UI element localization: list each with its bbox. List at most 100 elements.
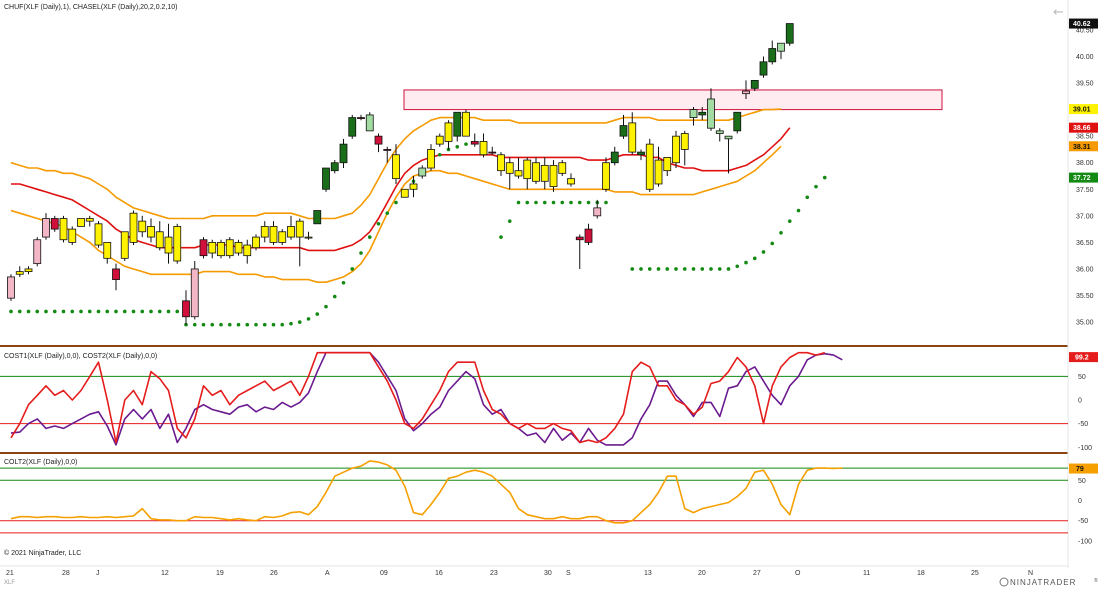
stop-dot bbox=[735, 264, 740, 269]
cost-tick-label: 50 bbox=[1078, 374, 1086, 381]
candle-body bbox=[435, 135, 444, 145]
candle-body bbox=[77, 218, 85, 227]
stop-dot bbox=[682, 267, 687, 271]
candle-body bbox=[724, 135, 733, 140]
candle-body bbox=[260, 226, 269, 238]
candle-body bbox=[654, 159, 663, 185]
stop-dot bbox=[122, 309, 127, 314]
stop-dot bbox=[35, 309, 40, 314]
stop-dot bbox=[236, 322, 241, 327]
candle-body bbox=[488, 151, 497, 154]
cost-tick-label: -50 bbox=[1078, 421, 1088, 428]
candle-body bbox=[295, 220, 304, 238]
stop-dot bbox=[464, 142, 468, 146]
candle-body bbox=[94, 223, 103, 246]
price-badge-lower: 38.31 bbox=[1073, 144, 1091, 151]
price-tick-label: 37.50 bbox=[1076, 187, 1094, 194]
price-tick-label: 35.00 bbox=[1076, 320, 1094, 327]
candle-body bbox=[418, 167, 427, 177]
candle-body bbox=[252, 236, 260, 249]
candle-body bbox=[383, 149, 392, 151]
colt2-line bbox=[10, 460, 843, 524]
price-badge-bg bbox=[1069, 141, 1098, 152]
stop-dot bbox=[306, 317, 311, 321]
candle-body bbox=[392, 154, 400, 180]
price-tick-label: 38.50 bbox=[1076, 134, 1094, 141]
candle-body bbox=[357, 117, 365, 119]
candle-body bbox=[33, 239, 42, 265]
candle-body bbox=[208, 241, 217, 254]
candle-body bbox=[42, 218, 50, 238]
date-tick-label: 20 bbox=[698, 570, 706, 577]
date-tick-label: 23 bbox=[490, 570, 498, 577]
stop-dot bbox=[70, 309, 75, 314]
candle-body bbox=[602, 162, 610, 190]
date-tick-label: 12 bbox=[161, 570, 169, 577]
candle-body bbox=[742, 90, 750, 95]
back-arrow-icon[interactable]: ← bbox=[1053, 5, 1064, 20]
stop-dot bbox=[534, 200, 538, 205]
date-tick-label: N bbox=[1028, 570, 1033, 577]
candle-body bbox=[470, 141, 479, 145]
candle-body bbox=[7, 276, 15, 299]
candle-body bbox=[523, 159, 532, 180]
price-badge-bg bbox=[1069, 172, 1098, 183]
candle-body bbox=[243, 244, 252, 257]
stop-dot bbox=[551, 200, 556, 205]
stop-dot bbox=[516, 200, 521, 205]
stop-dot bbox=[9, 309, 13, 314]
candle-body bbox=[182, 300, 190, 318]
stop-dot bbox=[245, 322, 250, 327]
candle-body bbox=[584, 228, 593, 243]
cost-badge-bg bbox=[1069, 352, 1098, 363]
candle-body bbox=[645, 143, 654, 190]
candle-body bbox=[217, 241, 225, 257]
colt-panel-title: COLT2(XLF (Daily),0,0) bbox=[4, 459, 77, 466]
stop-dot bbox=[674, 267, 678, 271]
stop-dot bbox=[289, 321, 293, 326]
stop-dot bbox=[385, 211, 390, 215]
candle-body bbox=[103, 241, 112, 259]
candle-body bbox=[147, 226, 155, 238]
stop-dot bbox=[709, 267, 713, 271]
stop-dot bbox=[17, 309, 22, 314]
stop-dot bbox=[542, 200, 547, 205]
stop-dot bbox=[577, 200, 582, 205]
stop-dot bbox=[560, 200, 565, 205]
stop-dot bbox=[761, 250, 766, 254]
candle-body bbox=[768, 48, 777, 63]
date-tick-label: 25 bbox=[971, 570, 979, 577]
stop-dot bbox=[140, 309, 145, 314]
stop-dot bbox=[367, 235, 372, 239]
stop-dot bbox=[324, 304, 328, 309]
stop-dot bbox=[280, 322, 285, 327]
candle-body bbox=[304, 236, 313, 239]
price-panel-title: CHUF(XLF (Daily),1), CHASEL(XLF (Daily),… bbox=[4, 4, 178, 11]
date-tick-label: 26 bbox=[270, 570, 278, 577]
stop-dot bbox=[700, 267, 705, 271]
colt-tick-label: 0 bbox=[1078, 498, 1082, 505]
stop-dot bbox=[507, 219, 512, 223]
candle-body bbox=[558, 162, 567, 174]
candle-body bbox=[672, 135, 680, 164]
stop-dot bbox=[114, 309, 118, 314]
price-tick-label: 39.50 bbox=[1076, 81, 1094, 88]
candle-body bbox=[427, 149, 435, 169]
stop-dot bbox=[717, 267, 722, 271]
cost-tick-label: -100 bbox=[1078, 445, 1092, 452]
stop-dot bbox=[166, 309, 171, 314]
cost-value-badge: 99.2 bbox=[1075, 355, 1089, 362]
candle-body bbox=[505, 162, 514, 174]
candle-body bbox=[339, 143, 348, 164]
candle-body bbox=[444, 122, 453, 142]
stop-dot bbox=[630, 267, 635, 271]
candle-body bbox=[164, 236, 173, 254]
symbol-footer: XLF bbox=[4, 580, 15, 586]
candle-body bbox=[637, 151, 645, 156]
price-tick-label: 38.00 bbox=[1076, 160, 1094, 167]
stop-dot bbox=[227, 322, 232, 327]
stop-dot bbox=[499, 235, 503, 239]
brand-mark: ® bbox=[1094, 577, 1098, 584]
stop-dot bbox=[201, 322, 206, 327]
